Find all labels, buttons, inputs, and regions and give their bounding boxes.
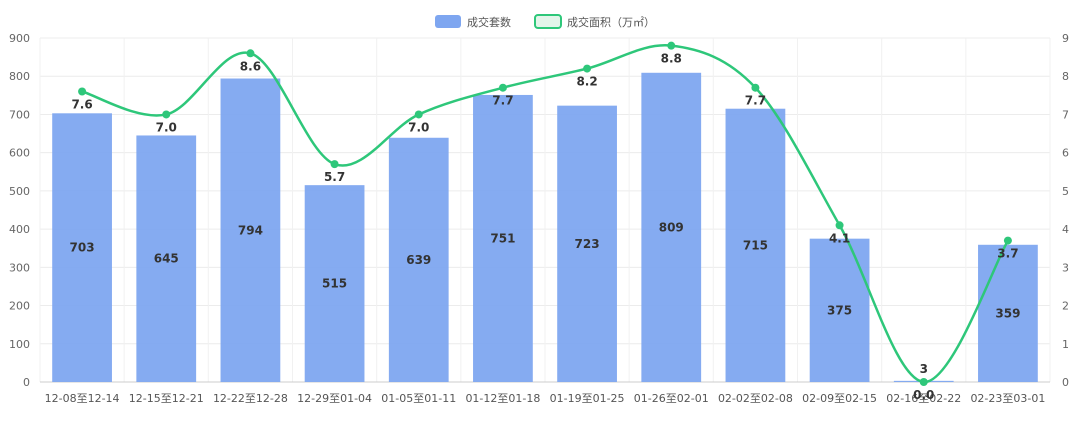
x-tick-label: 02-02至02-08 (718, 392, 793, 405)
x-tick-label: 01-26至02-01 (634, 392, 709, 405)
y-right-tick-label: 5 (1062, 185, 1069, 198)
legend[interactable]: 成交套数 成交面积（万㎡） (435, 14, 655, 29)
line-value-label: 4.1 (829, 231, 850, 245)
x-tick-label: 01-12至01-18 (465, 392, 540, 405)
legend-swatch[interactable] (534, 14, 562, 29)
line-value-label: 3.7 (997, 247, 1018, 261)
line-point (667, 41, 676, 50)
line-value-label: 8.2 (576, 75, 597, 89)
y-left-tick-label: 600 (9, 147, 30, 160)
bar-value-label: 809 (659, 220, 684, 234)
y-right-tick-label: 3 (1062, 261, 1069, 274)
y-right-tick-label: 7 (1062, 108, 1069, 121)
line-point (751, 83, 760, 92)
line-point (246, 49, 255, 58)
line-point (414, 110, 423, 119)
bar (52, 113, 112, 382)
y-left-tick-label: 800 (9, 70, 30, 83)
line-value-label: 5.7 (324, 170, 345, 184)
y-right-tick-label: 4 (1062, 223, 1069, 236)
y-right-tick-label: 9 (1062, 32, 1069, 45)
legend-swatch[interactable] (435, 15, 461, 28)
bar-value-label: 723 (575, 237, 600, 251)
line-value-label: 8.8 (661, 52, 682, 66)
bar (725, 108, 786, 382)
line-point (498, 83, 507, 92)
x-tick-label: 01-19至01-25 (550, 392, 625, 405)
x-tick-label: 02-16至02-22 (886, 392, 961, 405)
x-tick-label: 12-15至12-21 (129, 392, 204, 405)
y-left-tick-label: 900 (9, 32, 30, 45)
legend-label[interactable]: 成交面积（万㎡） (567, 15, 655, 29)
line-point (919, 378, 928, 386)
line-value-label: 0.0 (913, 388, 934, 402)
y-left-tick-label: 400 (9, 223, 30, 236)
x-tick-label: 02-23至03-01 (970, 392, 1045, 405)
bar (304, 185, 365, 382)
y-left-tick-label: 700 (9, 108, 30, 121)
y-left-tick-label: 100 (9, 338, 30, 351)
x-tick-label: 12-22至12-28 (213, 392, 288, 405)
y-left-tick-label: 500 (9, 185, 30, 198)
bar (473, 94, 533, 382)
bar (809, 238, 870, 382)
bar-value-label: 703 (70, 241, 95, 255)
bar-value-label: 3 (920, 362, 928, 376)
bar (136, 135, 197, 382)
y-left-tick-label: 200 (9, 300, 30, 313)
line-value-label: 7.7 (492, 94, 513, 108)
line-value-label: 7.0 (408, 120, 429, 134)
bar-value-label: 639 (406, 253, 431, 267)
line-value-label: 8.6 (240, 59, 261, 73)
y-right-tick-label: 8 (1062, 70, 1069, 83)
y-left-tick-label: 300 (9, 261, 30, 274)
legend-label[interactable]: 成交套数 (467, 15, 511, 29)
line-point (78, 87, 87, 96)
line-point (1003, 236, 1012, 245)
line-point (583, 64, 592, 73)
line-point (835, 221, 844, 230)
line-value-label: 7.0 (156, 120, 177, 134)
x-tick-label: 01-05至01-11 (381, 392, 456, 405)
x-tick-label: 12-08至12-14 (45, 392, 120, 405)
bar-value-label: 375 (827, 303, 852, 317)
line-value-label: 7.6 (71, 98, 92, 112)
bar (388, 137, 449, 382)
x-tick-label: 02-09至02-15 (802, 392, 877, 405)
y-left-tick-label: 0 (23, 376, 30, 389)
line-value-label: 7.7 (745, 94, 766, 108)
y-right-tick-label: 0 (1062, 376, 1069, 389)
bar (220, 78, 281, 382)
y-right-tick-label: 2 (1062, 300, 1069, 313)
bar-value-label: 645 (154, 252, 179, 266)
bar-value-label: 359 (995, 306, 1020, 320)
line-point (330, 160, 339, 169)
bar-value-label: 794 (238, 223, 263, 237)
x-tick-label: 12-29至01-04 (297, 392, 372, 405)
bar (557, 105, 617, 383)
bar (978, 244, 1038, 382)
bar-value-label: 515 (322, 277, 347, 291)
bar-value-label: 751 (490, 231, 515, 245)
bar (641, 72, 702, 382)
bar-value-label: 715 (743, 238, 768, 252)
y-right-tick-label: 1 (1062, 338, 1069, 351)
y-right-tick-label: 6 (1062, 147, 1069, 160)
line-point (162, 110, 171, 119)
